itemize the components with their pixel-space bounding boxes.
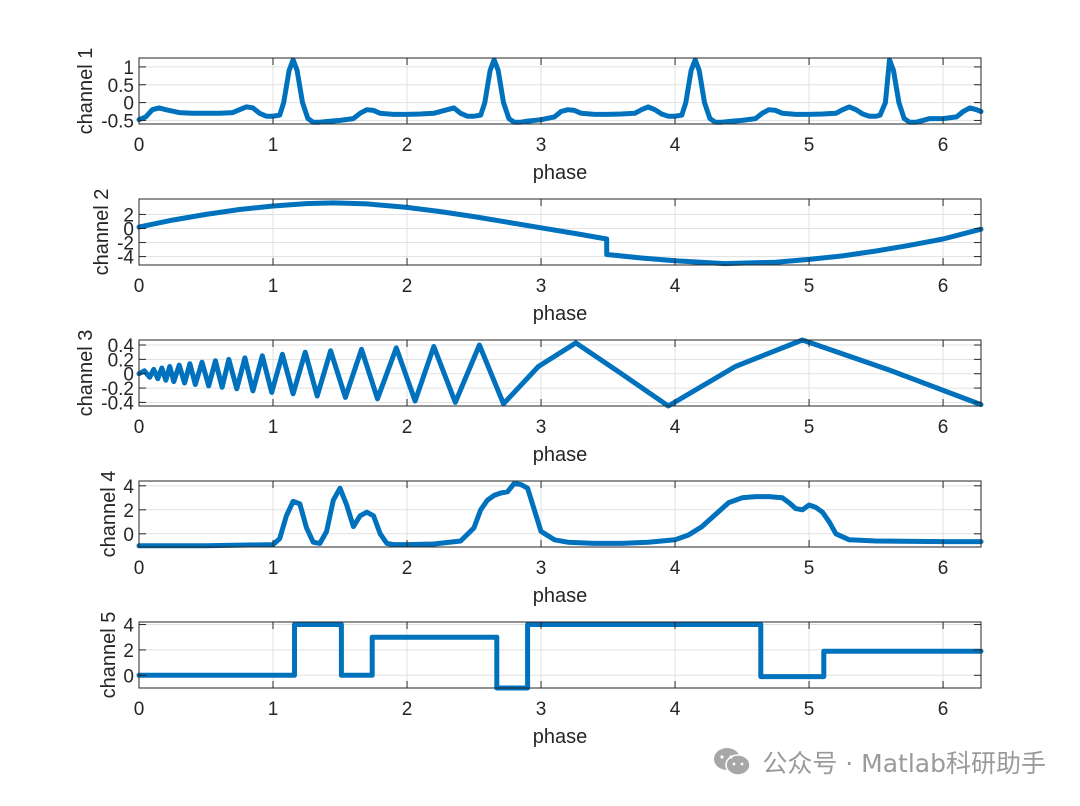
x-tick-label: 2 [402,558,413,579]
y-tick-label: 4 [123,616,134,637]
x-tick-label: 1 [268,276,279,297]
watermark: 公众号 · Matlab科研助手 [712,744,1046,780]
x-tick-label: 1 [268,417,279,438]
y-tick-label: 0 [123,94,134,115]
watermark-text: 公众号 · Matlab科研助手 [762,749,1046,778]
y-axis-label: channel 4 [98,471,120,558]
x-tick-label: 3 [536,699,547,720]
y-tick-label: 2 [123,205,134,226]
y-tick-label: 2 [123,501,134,522]
y-axis-label: channel 5 [98,612,120,699]
x-tick-label: 5 [804,276,815,297]
plot-area-5 [139,622,981,688]
x-tick-label: 0 [134,135,145,156]
x-axis-label: phase [533,444,588,466]
series-line-5 [136,622,984,691]
x-tick-label: 6 [938,135,949,156]
x-tick-label: 4 [670,417,681,438]
y-tick-label: -4 [117,248,134,269]
subplot-4: 0 1 2 3 4 5 6 4 2 0 phase channel 4 [98,471,984,607]
y-axis-label: channel 1 [75,48,97,135]
plot-area-4 [139,481,981,547]
axes-box-5 [138,621,982,689]
x-tick-label: 1 [268,558,279,579]
y-tick-label: -0.5 [101,111,134,132]
x-axis-label: phase [533,303,588,325]
x-tick-label: 2 [402,135,413,156]
x-tick-label: 4 [670,699,681,720]
series-line-1 [136,57,984,125]
x-tick-label: 2 [402,417,413,438]
x-tick-label: 6 [938,417,949,438]
y-axis-label: channel 2 [91,189,113,276]
y-tick-label: 4 [123,477,134,498]
axes-box-1 [138,57,982,125]
y-tick-label: 0 [123,666,134,687]
x-tick-label: 3 [536,558,547,579]
subplot-5: 0 1 2 3 4 5 6 4 2 0 phase channel 5 [98,612,984,748]
x-tick-label: 0 [134,276,145,297]
y-tick-label: 0.4 [108,336,135,357]
x-tick-label: 5 [804,135,815,156]
y-tick-label: -2 [117,234,134,255]
series-line-4 [136,480,984,549]
y-tick-label: 0.5 [108,76,134,97]
wechat-icon [714,748,752,776]
x-tick-label: 5 [804,417,815,438]
x-tick-label: 6 [938,558,949,579]
x-tick-label: 2 [402,276,413,297]
y-axis-label: channel 3 [75,330,97,417]
axes-box-4 [138,480,982,548]
x-tick-label: 5 [804,699,815,720]
x-tick-label: 3 [536,276,547,297]
x-axis-label: phase [533,585,588,607]
y-tick-label: 0.2 [108,350,134,371]
y-tick-label: 1 [123,58,134,79]
x-tick-label: 4 [670,135,681,156]
x-tick-label: 0 [134,558,145,579]
x-tick-label: 6 [938,276,949,297]
x-axis-label: phase [533,726,588,748]
x-tick-label: 6 [938,699,949,720]
x-tick-label: 1 [268,699,279,720]
x-tick-label: 0 [134,699,145,720]
x-tick-label: 4 [670,558,681,579]
x-tick-label: 4 [670,276,681,297]
axes-box-3 [138,339,982,407]
y-tick-label: 0 [123,365,134,386]
x-axis-label: phase [533,162,588,184]
series-line-2 [136,200,984,267]
y-tick-label: -0.4 [101,393,134,414]
x-tick-label: 3 [536,417,547,438]
y-tick-label: 0 [123,525,134,546]
x-tick-label: 2 [402,699,413,720]
x-tick-label: 3 [536,135,547,156]
x-tick-label: 1 [268,135,279,156]
series-line-3 [136,337,984,409]
y-tick-label: 0 [123,219,134,240]
x-tick-label: 5 [804,558,815,579]
axes-box-2 [138,198,982,266]
x-tick-label: 0 [134,417,145,438]
y-tick-label: 2 [123,641,134,662]
y-tick-label: -0.2 [101,379,134,400]
